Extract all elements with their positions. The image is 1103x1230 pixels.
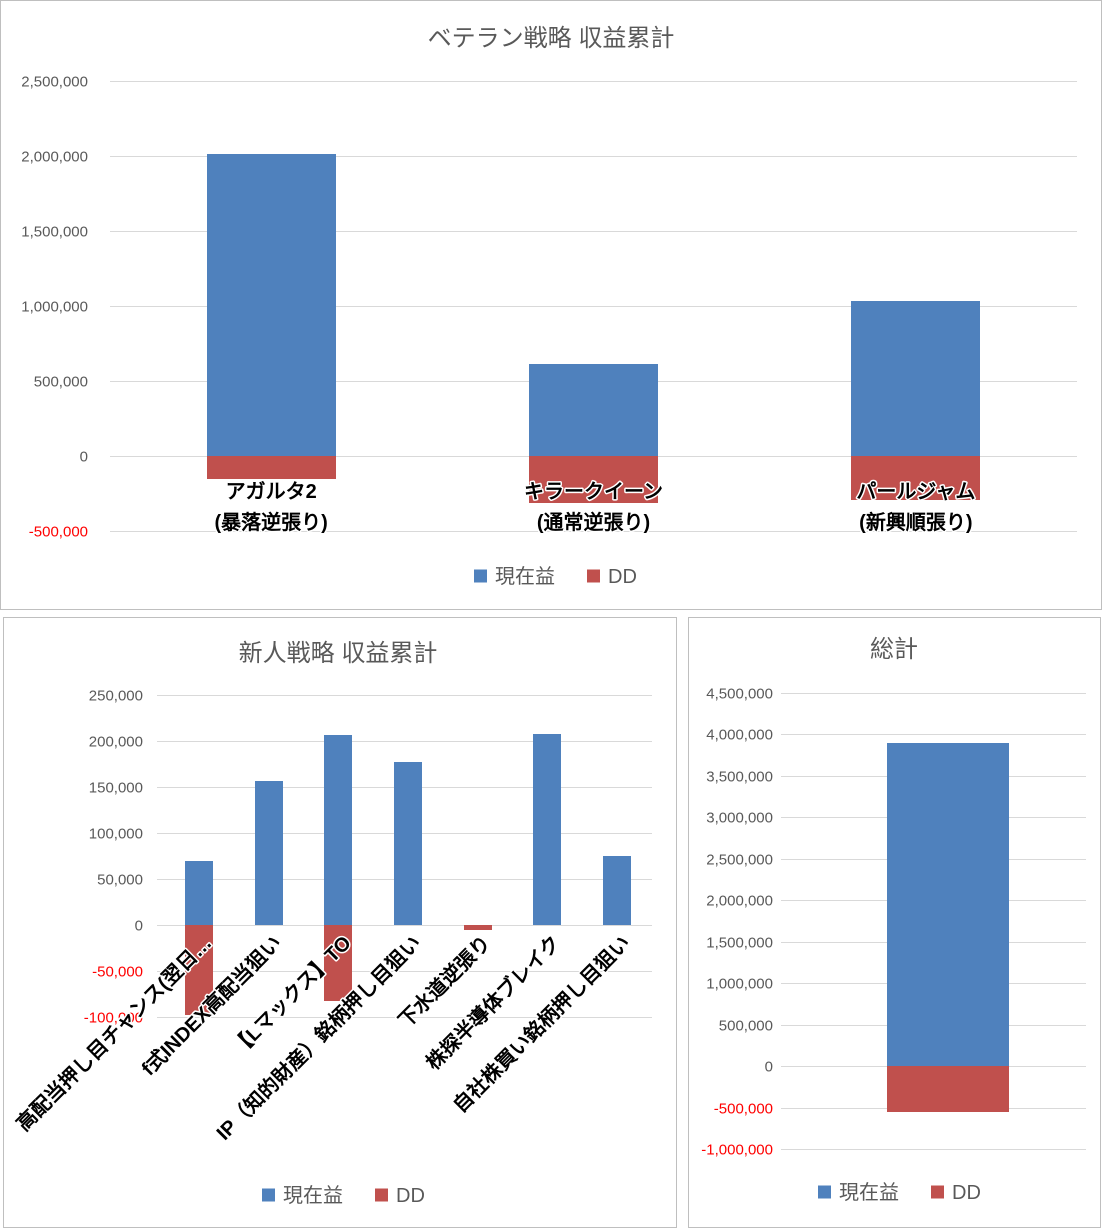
y-tick-label: 3,500,000 [706,769,773,786]
y-tick-label: -50,000 [92,964,143,981]
category-label: (新興順張り) [859,510,972,534]
category-label: (暴落逆張り) [215,510,328,534]
category-label: キラークイーン [524,480,663,503]
y-tick-label: 1,000,000 [21,299,88,316]
y-tick-label: -500,000 [29,524,88,541]
bar-current-profit [851,301,980,456]
newbie-strategy-chart-panel: 新人戦略 収益累計 250,000 200,000 150,000 100,000 50,… [0,611,682,1230]
legend-label-dd: DD [396,1185,425,1207]
bar-current-profit [529,364,658,456]
y-tick-label: 4,500,000 [706,686,773,703]
y-tick-label: 50,000 [97,872,143,889]
category-label: アガルタ2 [226,480,317,503]
bar-current-profit [207,154,336,456]
bar-dd [207,456,336,479]
y-tick-label: 3,000,000 [706,810,773,827]
bar-dd [324,925,352,1001]
legend-label-current-profit: 現在益 [495,565,555,588]
chart-title: 新人戦略 収益累計 [239,640,438,667]
bar-current-profit [533,734,561,925]
y-tick-label: 0 [765,1059,773,1076]
bar-current-profit [185,861,213,925]
y-tick-label: 150,000 [89,780,143,797]
y-tick-label: 500,000 [34,374,88,391]
bar-current-profit [887,743,1009,1066]
y-tick-label: 2,500,000 [706,852,773,869]
total-chart-panel: 総計 4,500,000 4,000,000 3,500,000 3,000,000 2,… [682,611,1103,1230]
legend-swatch-current-profit [474,569,487,583]
y-tick-label: 250,000 [89,688,143,705]
y-tick-label: 0 [135,918,143,935]
legend-swatch-current-profit [262,1188,275,1202]
bar-dd [464,925,492,930]
y-tick-label: -500,000 [714,1101,773,1118]
bar-dd [851,456,980,500]
legend-swatch-dd [931,1185,944,1199]
bar-dd [529,456,658,503]
category-label: (通常逆張り) [537,510,650,534]
bar-current-profit [603,856,631,925]
y-tick-label: 1,500,000 [706,935,773,952]
y-tick-label: 1,000,000 [706,976,773,993]
y-tick-label: 0 [80,449,88,466]
chart-title: ベテラン戦略 収益累計 [428,25,675,52]
bar-current-profit [255,781,283,925]
veteran-strategy-chart-panel: ベテラン戦略 収益累計 2,500,000 2,000,000 1,500,000 1,… [0,0,1103,611]
legend-swatch-dd [587,569,600,583]
y-tick-label: 500,000 [719,1018,773,1035]
legend-label-current-profit: 現在益 [839,1181,899,1204]
y-tick-label: -100,000 [84,1010,143,1027]
category-label: パールジャム [856,480,975,503]
bar-dd [887,1066,1009,1112]
total-chart: 総計 4,500,000 4,000,000 3,500,000 3,000,000 2,… [688,617,1101,1228]
legend-swatch-dd [375,1188,388,1202]
veteran-strategy-chart: ベテラン戦略 収益累計 2,500,000 2,000,000 1,500,000 1,… [0,0,1102,610]
chart-title: 総計 [870,636,918,663]
y-tick-label: 2,500,000 [21,74,88,91]
bar-current-profit [324,735,352,925]
bar-dd [185,925,213,1015]
y-tick-label: 2,000,000 [706,893,773,910]
legend-label-dd: DD [608,566,637,588]
y-tick-label: 200,000 [89,734,143,751]
legend-swatch-current-profit [818,1185,831,1199]
y-tick-label: 4,000,000 [706,727,773,744]
y-tick-label: 2,000,000 [21,149,88,166]
y-tick-label: 100,000 [89,826,143,843]
bar-current-profit [394,762,422,925]
newbie-strategy-chart: 新人戦略 収益累計 250,000 200,000 150,000 100,000 50,… [3,617,677,1228]
legend-label-current-profit: 現在益 [283,1184,343,1207]
legend-label-dd: DD [952,1182,981,1204]
y-tick-label: 1,500,000 [21,224,88,241]
y-tick-label: -1,000,000 [701,1142,773,1159]
